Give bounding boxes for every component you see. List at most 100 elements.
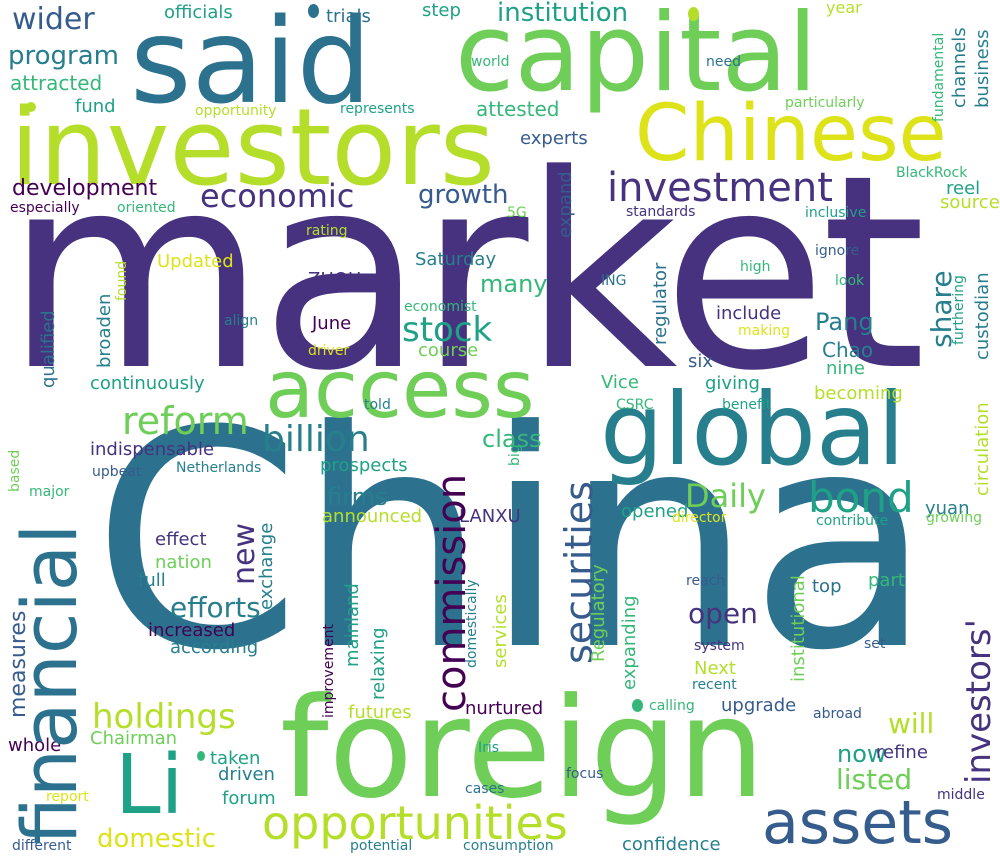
word-holdings: holdings xyxy=(92,697,236,737)
word-attested: attested xyxy=(476,97,560,121)
word-year: year xyxy=(826,0,862,17)
word-big: big xyxy=(507,444,523,466)
word-bond: bond xyxy=(808,473,914,522)
word-netherlands: Netherlands xyxy=(176,460,262,476)
word-effect: effect xyxy=(155,529,207,550)
word-lanxu: LANXU xyxy=(459,506,521,527)
word-program: program xyxy=(8,41,119,71)
word-5g: 5G xyxy=(507,205,527,221)
word-relaxing: relaxing xyxy=(368,627,389,700)
word-zhou: ZHOU xyxy=(308,269,362,290)
word-source: source xyxy=(940,192,1000,213)
word-circulation: circulation xyxy=(972,402,993,496)
dot-marker xyxy=(26,102,36,112)
dot-marker xyxy=(197,751,205,761)
word-benefit: benefit xyxy=(722,397,772,413)
word-economist: economist xyxy=(404,299,477,315)
word-cases: cases xyxy=(465,781,505,797)
word-confidence: confidence xyxy=(622,834,721,855)
word-services: services xyxy=(490,594,511,668)
word-represents: represents xyxy=(340,101,415,117)
word-next: Next xyxy=(694,658,736,679)
word-recent: recent xyxy=(692,677,737,693)
word-custodian: custodian xyxy=(972,272,993,360)
word-according: according xyxy=(170,637,259,658)
word-investors: investors xyxy=(10,86,496,209)
word-system: system xyxy=(694,638,745,654)
word-pang: Pang xyxy=(815,308,874,336)
word-development: development xyxy=(12,176,158,201)
word-open: open xyxy=(688,597,758,630)
word-abroad: abroad xyxy=(813,706,862,722)
word-upbeat: upbeat xyxy=(92,464,142,480)
word-institution: institution xyxy=(497,0,629,28)
word-china: China xyxy=(92,367,933,716)
word-business: business xyxy=(972,29,993,108)
dot-marker xyxy=(632,699,643,712)
word-now: now xyxy=(837,740,887,768)
word-nine: nine xyxy=(826,358,865,379)
word-nurtured: nurtured xyxy=(465,698,544,719)
word-forum: forum xyxy=(222,788,276,809)
word-giving: giving xyxy=(705,373,760,394)
word-furthering: furthering xyxy=(951,275,967,345)
word-six: six xyxy=(688,351,714,372)
word-mainland: mainland xyxy=(342,583,363,667)
word-refine: refine xyxy=(876,742,928,763)
word-course: course xyxy=(418,340,479,361)
word-opportunity: opportunity xyxy=(195,103,277,119)
word-foreign: foreign xyxy=(280,668,766,829)
word-prospects: prospects xyxy=(320,455,408,476)
word-yuan: yuan xyxy=(925,498,970,519)
word-focus: focus xyxy=(566,766,604,782)
word-step: step xyxy=(422,0,461,21)
word-growing: growing xyxy=(926,510,982,526)
word-expanding: expanding xyxy=(619,595,640,690)
word-said: said xyxy=(130,0,372,130)
word-institutional: institutional xyxy=(788,575,809,682)
word-told: told xyxy=(364,397,391,413)
word-exchange: exchange xyxy=(256,522,277,610)
word-wider: wider xyxy=(12,2,95,37)
word-billion: billion xyxy=(262,419,370,460)
word-li: Li xyxy=(115,738,184,833)
word-set: set xyxy=(864,636,886,652)
word-chao: Chao xyxy=(822,338,874,362)
word-domestic: domestic xyxy=(97,824,216,854)
word-blackrock: BlackRock xyxy=(896,165,968,181)
word-fund: fund xyxy=(75,96,116,117)
word-inclusive: inclusive xyxy=(805,205,867,221)
dot-marker xyxy=(688,7,699,21)
word-announced: announced xyxy=(322,506,423,527)
word-daily: Daily xyxy=(685,477,766,515)
word-chinese: Chinese xyxy=(635,89,947,179)
word-becoming: becoming xyxy=(814,383,903,404)
word-experts: experts xyxy=(520,128,588,149)
word-regulator: regulator xyxy=(650,262,671,345)
word-oriented: oriented xyxy=(117,200,176,216)
word-calling: calling xyxy=(649,698,695,714)
word-listed: listed xyxy=(836,763,913,796)
word-based: based xyxy=(7,449,23,492)
word-trials: trials xyxy=(326,6,371,27)
word-include: include xyxy=(716,303,782,324)
word-csrc: CSRC xyxy=(616,397,654,413)
word-class: class xyxy=(482,425,542,453)
dot-marker xyxy=(308,4,319,18)
word-chairman: Chairman xyxy=(90,728,178,749)
word-opened: opened xyxy=(621,501,689,522)
word-report: report xyxy=(46,789,89,805)
word-align: align xyxy=(224,313,259,329)
word-world: world xyxy=(471,54,510,70)
word-global: global xyxy=(600,371,905,488)
word-full: full xyxy=(138,570,166,591)
word-look: look xyxy=(835,273,865,289)
word-reach: reach xyxy=(686,573,726,589)
word-efforts: efforts xyxy=(170,591,261,624)
word-making: making xyxy=(738,323,790,339)
word-director: director xyxy=(672,510,727,526)
word-upgrade: upgrade xyxy=(721,695,797,716)
word-reform: reform xyxy=(122,399,249,443)
word-part: part xyxy=(868,570,905,591)
